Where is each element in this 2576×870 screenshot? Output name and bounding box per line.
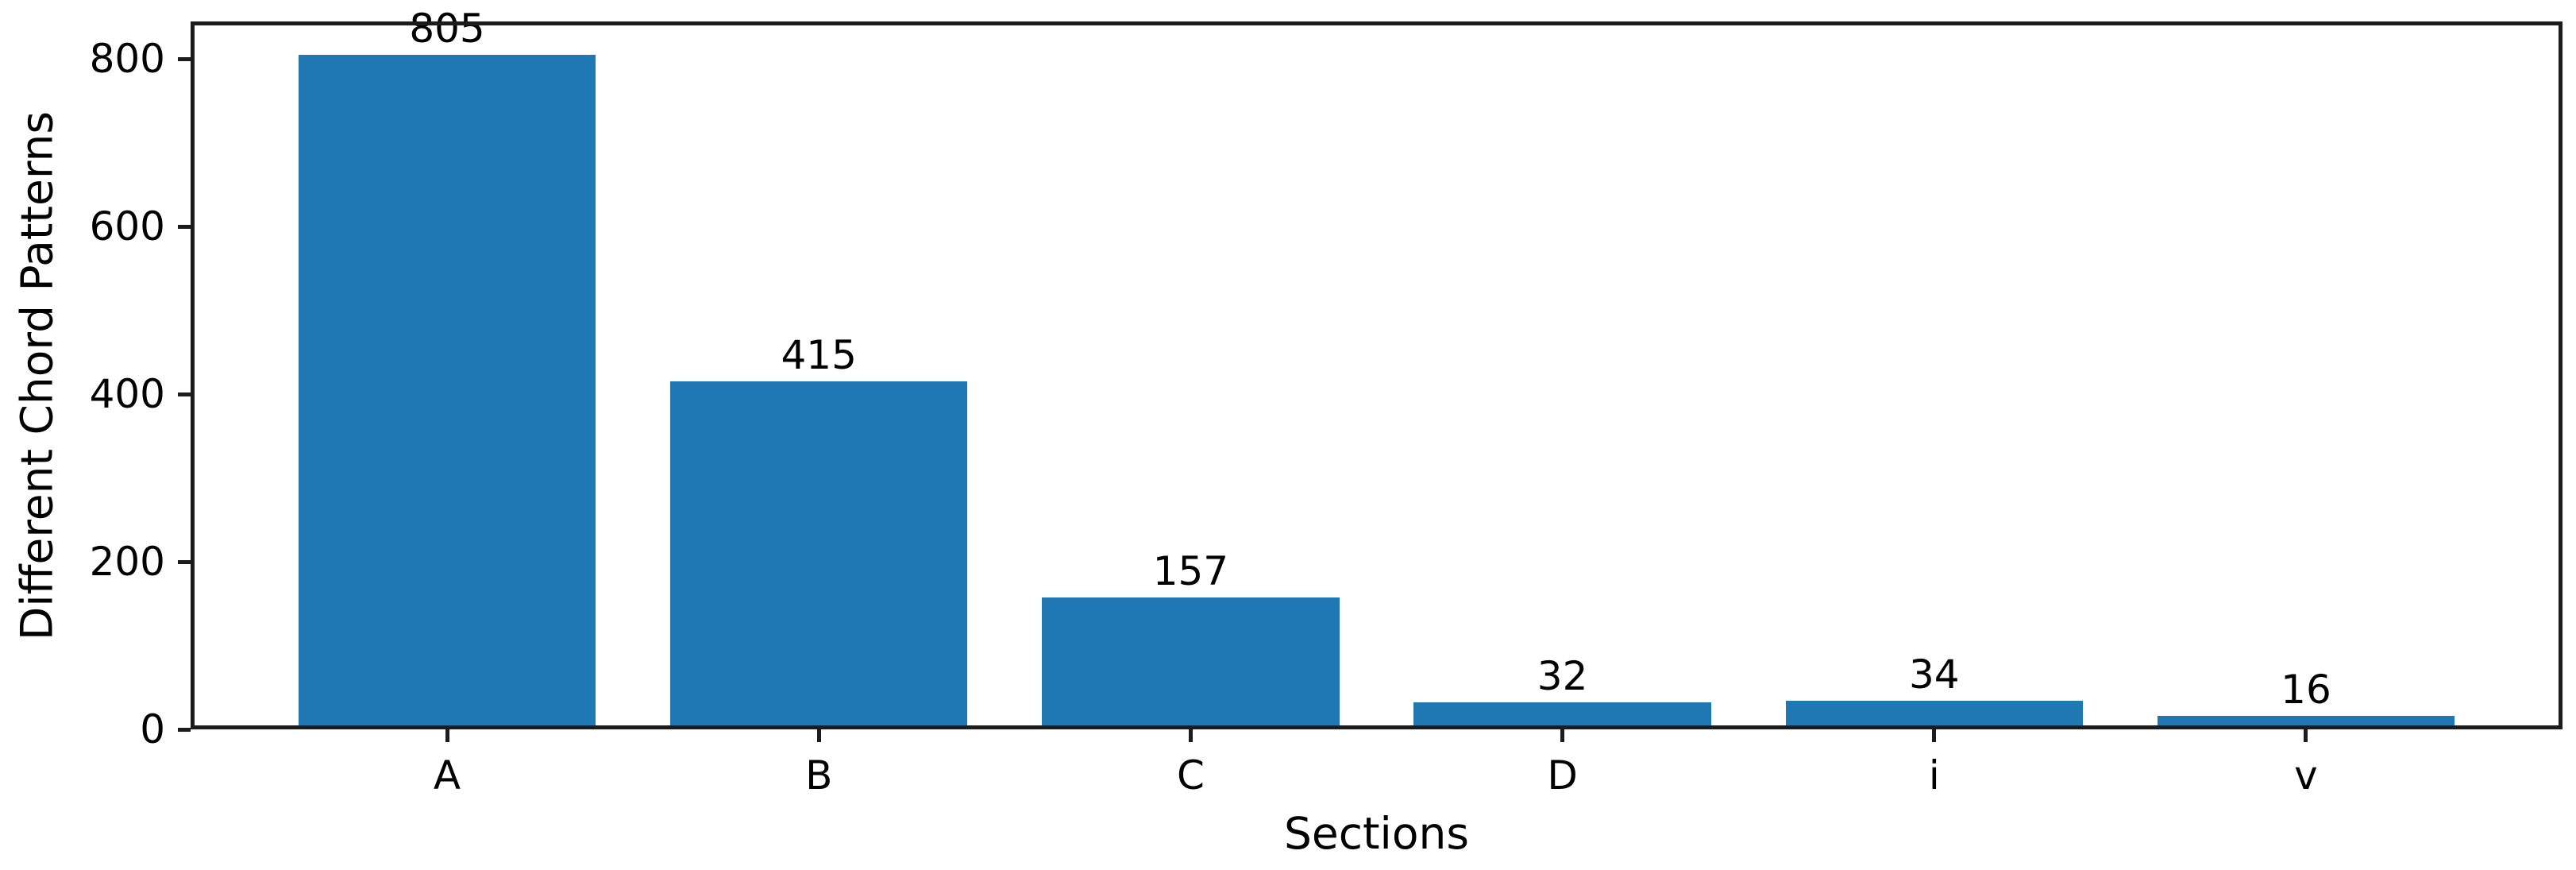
y-tick (178, 727, 191, 732)
bar-A (298, 55, 596, 729)
x-tick-label: v (2294, 752, 2318, 798)
bar-value-label: 32 (1537, 653, 1588, 700)
y-tick (178, 392, 191, 396)
y-tick (178, 559, 191, 564)
y-tick (178, 224, 191, 229)
y-tick-label: 600 (89, 203, 165, 250)
y-tick-label: 400 (89, 371, 165, 418)
bar-D (1413, 702, 1711, 729)
x-tick (445, 729, 449, 742)
plot-area (191, 21, 2563, 729)
y-tick-label: 800 (89, 36, 165, 83)
bar-value-label: 805 (409, 6, 485, 52)
y-tick (178, 56, 191, 61)
x-tick-label: D (1547, 752, 1578, 798)
x-tick-label: C (1176, 752, 1205, 798)
bar-value-label: 16 (2281, 667, 2331, 713)
bar-C (1042, 597, 1340, 729)
x-tick (816, 729, 821, 742)
x-axis-label: Sections (1284, 808, 1469, 859)
x-tick (1560, 729, 1565, 742)
bar-value-label: 415 (781, 332, 857, 379)
bar-value-label: 34 (1908, 652, 1960, 698)
x-tick-label: B (805, 752, 833, 798)
y-tick-label: 200 (89, 539, 165, 586)
x-tick (2304, 729, 2308, 742)
bar-B (669, 381, 968, 729)
y-tick-label: 0 (140, 706, 165, 752)
bar-value-label: 157 (1152, 548, 1229, 595)
y-axis-label: Different Chord Patterns (11, 110, 63, 640)
x-tick (1932, 729, 1937, 742)
x-tick-label: i (1928, 752, 1940, 798)
x-tick-label: A (433, 752, 461, 798)
x-tick (1188, 729, 1193, 742)
bar-i (1785, 701, 2084, 729)
